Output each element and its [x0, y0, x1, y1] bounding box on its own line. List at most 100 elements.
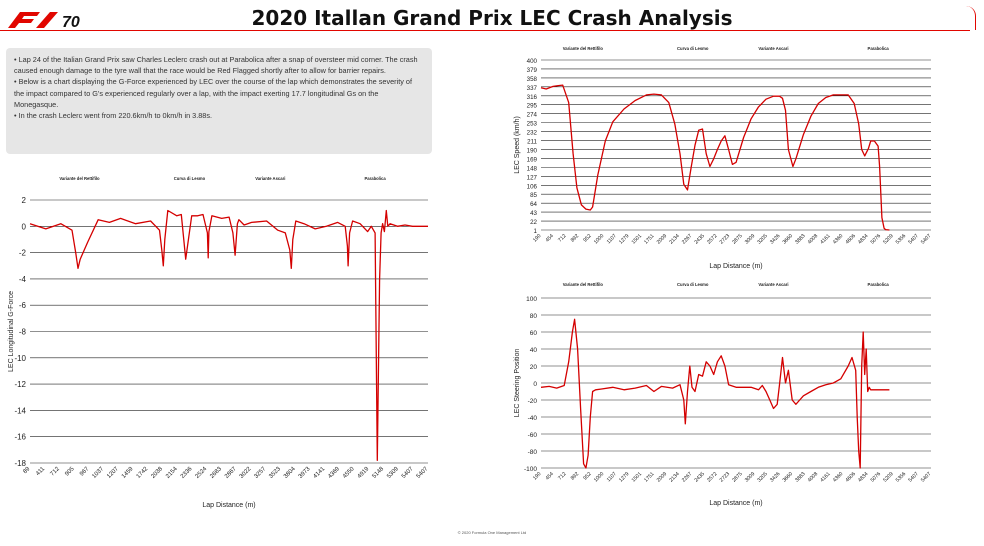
x-tick-label: 3804 — [283, 466, 297, 480]
x-tick-label: 952 — [582, 471, 592, 481]
x-tick-label: 4008 — [807, 471, 819, 483]
frame-corner — [965, 6, 976, 30]
x-tick-label: 1501 — [631, 233, 643, 245]
y-tick-label: 211 — [527, 139, 537, 146]
corner-label: Variante Ascari — [758, 46, 788, 51]
x-tick-label: 2723 — [719, 471, 731, 483]
x-tick-label: 1000 — [593, 471, 605, 483]
x-tick-label: 2875 — [731, 233, 743, 245]
x-tick-label: 3883 — [794, 471, 806, 483]
x-tick-label: 3205 — [756, 471, 768, 483]
x-tick-label: 2134 — [668, 471, 680, 483]
x-tick-label: 2009 — [656, 233, 668, 245]
x-axis-label: Lap Distance (m) — [709, 500, 762, 507]
x-tick-label: 3022 — [239, 466, 253, 480]
x-tick-label: 3426 — [769, 471, 781, 483]
x-tick-label: 4161 — [819, 233, 831, 245]
x-tick-label: 4141 — [313, 466, 327, 480]
x-tick-label: 2267 — [681, 471, 693, 483]
x-tick-label: 4606 — [845, 233, 857, 245]
y-tick-label: -12 — [14, 380, 26, 389]
y-tick-label: -18 — [14, 459, 26, 468]
x-tick-label: 1279 — [618, 233, 630, 245]
x-tick-label: 4550 — [342, 466, 356, 480]
corner-label: Variante del Rettifilo — [563, 282, 604, 287]
x-tick-label: 4360 — [832, 471, 844, 483]
y-tick-label: 60 — [530, 330, 538, 337]
y-tick-label: -6 — [19, 301, 27, 310]
corner-label: Variante Ascari — [255, 176, 285, 181]
y-tick-label: -4 — [19, 275, 27, 284]
x-tick-label: 3660 — [782, 233, 794, 245]
x-tick-label: 190 — [532, 471, 542, 481]
series-line — [29, 209, 428, 462]
logo-70: 70 — [62, 14, 80, 31]
gforce-chart: 2 0 -2 -4 -6 -8 -10 -12 -14 -16 -18 Variante del Re… — [8, 176, 430, 509]
page-title: 2020 Itallan Grand Prix LEC Crash Analys… — [251, 6, 733, 30]
x-tick-label: 5076 — [870, 233, 882, 245]
x-tick-label: 454 — [545, 471, 555, 481]
y-tick-label: 316 — [527, 94, 538, 101]
corner-label: Variante del Rettifilo — [59, 176, 100, 181]
x-tick-label: 3883 — [794, 233, 806, 245]
x-tick-label: 2683 — [209, 466, 223, 480]
y-tick-label: -14 — [14, 406, 26, 415]
x-tick-label: 4834 — [857, 471, 869, 483]
x-tick-label: 4369 — [327, 466, 341, 480]
y-tick-label: 0 — [22, 222, 27, 231]
y-tick-label: 106 — [527, 183, 538, 190]
x-tick-label: 2867 — [224, 466, 238, 480]
y-tick-label: 80 — [530, 313, 538, 320]
x-tick-label: 5148 — [372, 466, 386, 480]
y-axis-label: LEC Steering Position — [514, 349, 521, 418]
x-tick-label: 952 — [582, 233, 592, 243]
y-tick-label: 85 — [530, 192, 537, 199]
copyright-text: © 2020 Formula One Management Ltd — [457, 530, 527, 535]
corner-label: Parabolica — [364, 176, 386, 181]
y-tick-label: 1 — [534, 228, 538, 235]
y-axis-label: LEC Longitudinal G-Force — [8, 291, 15, 372]
y-tick-label: -100 — [524, 466, 537, 473]
x-tick-label: 5076 — [870, 471, 882, 483]
x-tick-label: 2009 — [656, 471, 668, 483]
x-tick-label: 4834 — [857, 233, 869, 245]
y-tick-label: -60 — [528, 432, 538, 439]
x-tick-label: 5407 — [416, 466, 430, 480]
x-tick-label: 3205 — [756, 233, 768, 245]
x-tick-label: 3660 — [782, 471, 794, 483]
x-tick-label: 454 — [545, 233, 555, 243]
x-tick-label: 4161 — [819, 471, 831, 483]
y-tick-label: -10 — [14, 354, 26, 363]
y-tick-label: 295 — [527, 103, 538, 110]
y-tick-label: 127 — [527, 174, 538, 181]
x-tick-label: 2435 — [694, 471, 706, 483]
y-tick-label: -8 — [19, 328, 27, 337]
x-tick-label: 892 — [570, 471, 580, 481]
x-tick-label: 3009 — [744, 471, 756, 483]
note-line: • Below is a chart displaying the G-Forc… — [14, 77, 413, 109]
x-axis-label: Lap Distance (m) — [202, 502, 255, 509]
notes-panel: • Lap 24 of the Italian Grand Prix saw C… — [6, 48, 432, 154]
x-tick-label: 4919 — [357, 466, 371, 480]
x-tick-label: 712 — [557, 233, 567, 243]
x-tick-label: 4606 — [845, 471, 857, 483]
x-tick-label: 2435 — [694, 233, 706, 245]
note-line: • Lap 24 of the Italian Grand Prix saw C… — [14, 55, 418, 76]
corner-label: Curva di Lesmo — [677, 46, 709, 51]
x-tick-label: 5407 — [920, 233, 932, 245]
x-tick-label: 892 — [570, 233, 580, 243]
y-tick-label: 274 — [527, 112, 538, 119]
x-tick-label: 1107 — [606, 471, 618, 483]
x-tick-label: 2875 — [731, 471, 743, 483]
x-tick-label: 2154 — [165, 466, 179, 480]
x-tick-label: 5407 — [907, 471, 919, 483]
x-tick-label: 2524 — [195, 466, 209, 480]
y-tick-label: 40 — [530, 347, 538, 354]
y-tick-label: -16 — [14, 433, 26, 442]
y-tick-label: -40 — [528, 415, 538, 422]
y-tick-label: 169 — [527, 156, 538, 163]
y-tick-label: -2 — [19, 249, 27, 258]
y-tick-label: 2 — [22, 196, 27, 205]
x-tick-label: 2267 — [681, 233, 693, 245]
y-axis-label: LEC Speed (km/h) — [514, 116, 521, 174]
